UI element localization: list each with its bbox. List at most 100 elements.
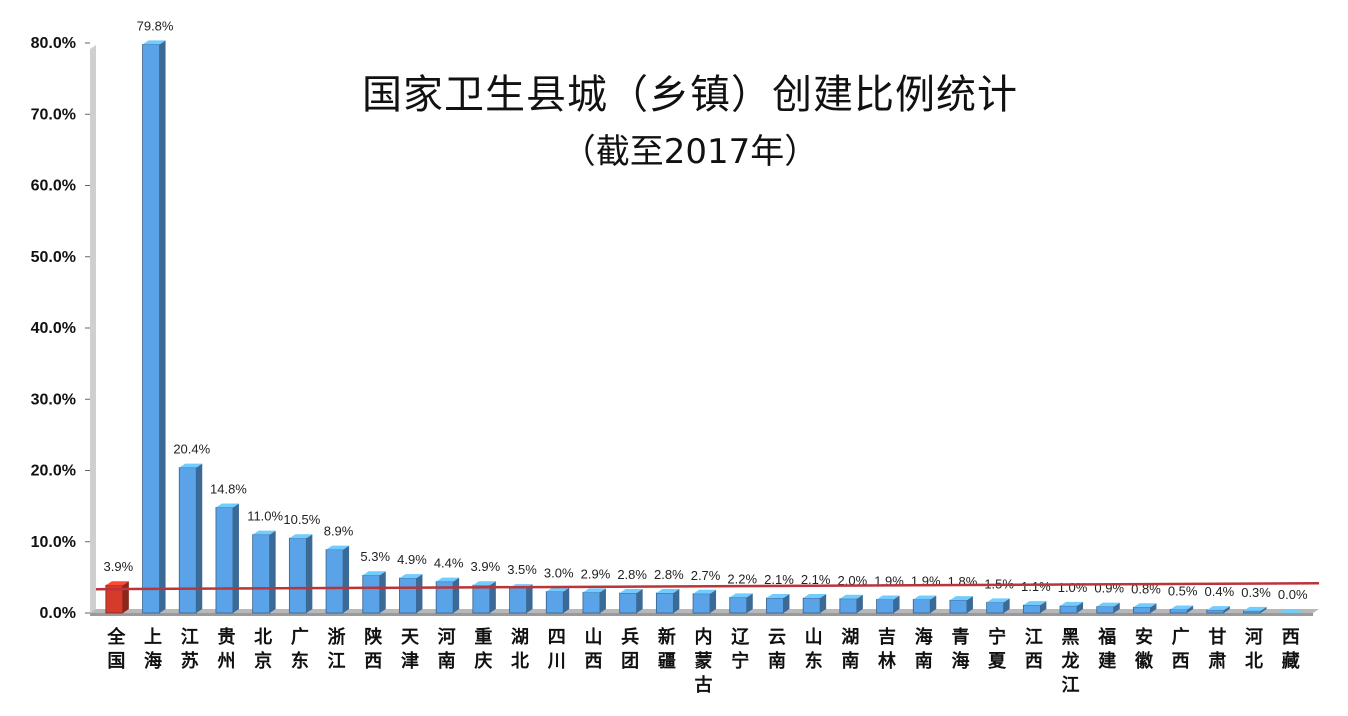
bar bbox=[876, 599, 894, 614]
bar bbox=[252, 534, 271, 614]
bar-side bbox=[122, 581, 129, 613]
bar-top bbox=[215, 503, 239, 508]
y-tick-label: 30.0% bbox=[31, 391, 76, 408]
data-label: 3.9% bbox=[471, 559, 501, 574]
bar-side bbox=[269, 530, 276, 613]
bar bbox=[802, 597, 821, 614]
data-label: 2.1% bbox=[764, 572, 794, 587]
bar-top bbox=[656, 589, 680, 594]
bar bbox=[1096, 606, 1115, 614]
category-label: 河南 bbox=[438, 627, 456, 672]
bar-top bbox=[913, 595, 937, 600]
category-label: 兵团 bbox=[621, 627, 639, 672]
data-label: 0.3% bbox=[1241, 585, 1271, 600]
chart-title: 国家卫生县城（乡镇）创建比例统计 bbox=[362, 72, 1018, 118]
bar-side bbox=[159, 40, 166, 614]
bar bbox=[729, 596, 748, 614]
y-tick-label: 70.0% bbox=[31, 106, 76, 123]
bar-side bbox=[196, 463, 203, 613]
category-label: 河北 bbox=[1245, 627, 1263, 672]
bar bbox=[1133, 606, 1151, 614]
bar bbox=[178, 467, 197, 614]
data-label: 2.0% bbox=[838, 573, 868, 588]
bar-side bbox=[416, 574, 423, 613]
category-label: 西藏 bbox=[1282, 627, 1300, 672]
category-label: 福建 bbox=[1097, 626, 1116, 672]
bar bbox=[545, 591, 564, 614]
data-label: 8.9% bbox=[324, 524, 354, 539]
bar-side bbox=[746, 593, 753, 613]
category-label: 内蒙古 bbox=[695, 626, 713, 696]
data-label: 5.3% bbox=[360, 549, 390, 564]
chart-subtitle: （截至2017年） bbox=[561, 132, 819, 172]
category-label: 安徽 bbox=[1134, 626, 1154, 672]
y-tick-label: 20.0% bbox=[31, 463, 76, 480]
category-label: 新疆 bbox=[658, 626, 676, 672]
category-label: 海南 bbox=[915, 626, 933, 672]
data-label: 1.0% bbox=[1058, 580, 1088, 595]
bar-side bbox=[526, 584, 533, 613]
bar-side bbox=[966, 596, 973, 613]
category-label: 全国 bbox=[106, 626, 126, 672]
bar-side bbox=[599, 588, 606, 613]
bar-top bbox=[729, 593, 753, 598]
data-label: 0.4% bbox=[1205, 584, 1235, 599]
category-label: 湖南 bbox=[841, 627, 859, 672]
category-label: 云南 bbox=[768, 627, 786, 672]
bar-top bbox=[803, 594, 827, 599]
bar-top bbox=[1280, 609, 1304, 613]
data-label: 1.8% bbox=[948, 574, 978, 589]
data-label: 11.0% bbox=[247, 509, 283, 524]
bar-side bbox=[306, 534, 313, 613]
category-label: 山西 bbox=[584, 627, 602, 672]
category-label: 贵州 bbox=[216, 627, 235, 672]
data-label: 20.4% bbox=[173, 442, 210, 457]
bar-side bbox=[489, 581, 496, 613]
bar-top bbox=[546, 587, 570, 592]
y-tick-label: 60.0% bbox=[31, 178, 76, 195]
bar-side bbox=[563, 587, 570, 613]
y-tick-label: 40.0% bbox=[31, 320, 76, 337]
bar-top bbox=[693, 589, 717, 594]
data-label: 4.4% bbox=[434, 556, 464, 571]
category-label: 宁夏 bbox=[988, 626, 1007, 672]
y-tick-label: 10.0% bbox=[31, 534, 76, 551]
data-label: 10.5% bbox=[283, 512, 320, 527]
bar-top bbox=[289, 534, 313, 539]
category-label: 吉林 bbox=[878, 626, 896, 672]
bar bbox=[582, 591, 601, 614]
category-label: 四川 bbox=[547, 627, 566, 672]
bar-side bbox=[1077, 601, 1084, 613]
bar-side bbox=[673, 589, 680, 613]
bar bbox=[325, 549, 344, 614]
bar-side bbox=[1040, 601, 1047, 613]
data-label: 0.9% bbox=[1094, 581, 1124, 596]
bar-top bbox=[399, 574, 423, 579]
category-label: 上海 bbox=[144, 627, 162, 672]
bar bbox=[399, 577, 417, 614]
data-label: 2.1% bbox=[801, 572, 831, 587]
bar-top bbox=[619, 589, 643, 594]
bar-side bbox=[453, 577, 460, 613]
bar bbox=[1169, 609, 1188, 614]
bar bbox=[692, 593, 711, 614]
bar-side bbox=[379, 571, 386, 613]
bar-top bbox=[1133, 603, 1157, 608]
bar-side bbox=[1260, 606, 1267, 613]
bar-top bbox=[1243, 606, 1267, 611]
bar bbox=[766, 597, 784, 614]
bar bbox=[839, 598, 858, 614]
data-label: 0.5% bbox=[1168, 583, 1198, 598]
y-tick-label: 80.0% bbox=[31, 35, 76, 52]
bar-top bbox=[1170, 605, 1194, 610]
bar bbox=[509, 587, 527, 614]
y-tick-label: 0.0% bbox=[40, 605, 76, 622]
category-label: 重庆 bbox=[474, 626, 492, 672]
category-label: 陕西 bbox=[364, 626, 382, 672]
bar-side bbox=[1003, 598, 1010, 613]
y-tick-label: 50.0% bbox=[31, 249, 76, 266]
category-label: 青海 bbox=[951, 627, 969, 672]
chart-floor-edge bbox=[90, 613, 1314, 616]
data-label: 3.5% bbox=[507, 562, 537, 577]
